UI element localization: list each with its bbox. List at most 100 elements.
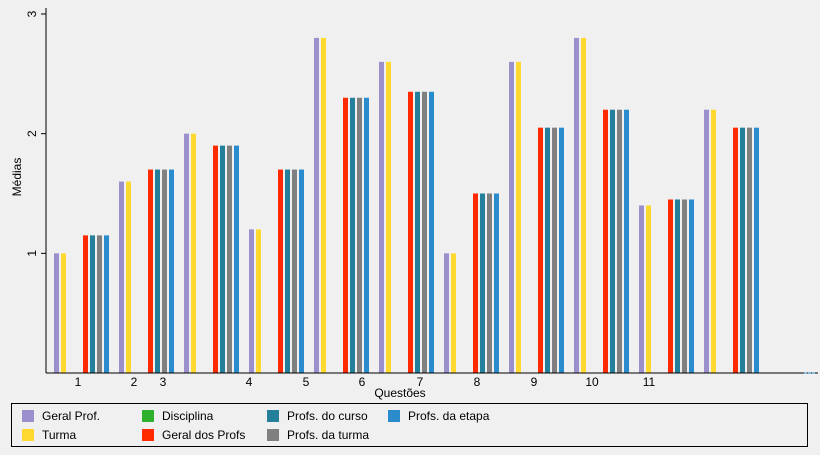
bar — [54, 253, 59, 373]
bar — [299, 169, 304, 373]
bar — [83, 235, 88, 373]
legend-label: Geral Prof. — [42, 409, 101, 423]
bar — [747, 127, 752, 373]
bar — [646, 205, 651, 373]
legend-item: Geral dos Profs — [142, 428, 245, 442]
y-tick-label: 1 — [25, 250, 39, 257]
bar — [357, 97, 362, 374]
bar — [343, 97, 348, 374]
bar — [386, 61, 391, 374]
legend-item: Disciplina — [142, 409, 213, 423]
bar — [675, 199, 680, 373]
bar — [610, 109, 615, 373]
legend-swatch — [142, 410, 154, 422]
bar — [733, 127, 738, 373]
bar — [234, 145, 239, 373]
bar — [119, 181, 124, 373]
legend-item: Profs. do curso — [267, 409, 368, 423]
bar — [689, 199, 694, 373]
x-tick-label: 11 — [643, 375, 656, 389]
bar — [480, 193, 485, 373]
bar — [552, 127, 557, 373]
bar — [603, 109, 608, 373]
bar — [509, 61, 514, 374]
x-tick-label: 9 — [531, 375, 538, 389]
bar — [754, 127, 759, 373]
x-tick-label: 7 — [417, 375, 424, 389]
bar — [408, 91, 413, 373]
bar — [285, 169, 290, 373]
legend-label: Disciplina — [162, 409, 214, 423]
bar — [704, 109, 709, 373]
bar — [292, 169, 297, 373]
bar — [249, 229, 254, 373]
bar — [473, 193, 478, 373]
bar — [350, 97, 355, 374]
bar — [169, 169, 174, 373]
bar — [278, 169, 283, 373]
legend-label: Turma — [42, 428, 77, 442]
bar — [162, 169, 167, 373]
bar — [90, 235, 95, 373]
legend-label: Profs. da etapa — [408, 409, 490, 423]
bar — [559, 127, 564, 373]
bar — [429, 91, 434, 373]
y-tick-label: 2 — [25, 130, 39, 137]
legend-item: Turma — [22, 428, 76, 442]
bar — [711, 109, 716, 373]
legend: Geral Prof. Turma Disciplina Geral dos Prof… — [11, 403, 808, 447]
bar — [494, 193, 499, 373]
bar — [155, 169, 160, 373]
bar — [639, 205, 644, 373]
bar — [422, 91, 427, 373]
bar — [104, 235, 109, 373]
bar — [415, 91, 420, 373]
bar — [148, 169, 153, 373]
bar — [256, 229, 261, 373]
x-tick-label: 1 — [75, 375, 82, 389]
bar — [364, 97, 369, 374]
bar — [682, 199, 687, 373]
bar — [321, 37, 326, 374]
bar — [545, 127, 550, 373]
bar — [740, 127, 745, 373]
bar — [617, 109, 622, 373]
bar — [126, 181, 131, 373]
bar — [444, 253, 449, 373]
chart: 1 2 3 1 2 3 4 5 6 7 8 9 10 11 Médias Questões — [10, 8, 818, 400]
x-axis-label: Questões — [374, 386, 425, 400]
legend-item: Geral Prof. — [22, 409, 100, 423]
y-axis-label: Médias — [10, 158, 24, 197]
bar — [191, 133, 196, 373]
bar — [213, 145, 218, 373]
x-tick-label: 5 — [303, 375, 310, 389]
bar — [61, 253, 66, 373]
legend-item: Profs. da etapa — [388, 409, 489, 423]
bar — [97, 235, 102, 373]
x-tick-label: 3 — [160, 375, 167, 389]
bar — [184, 133, 189, 373]
legend-swatch — [22, 429, 34, 441]
legend-label: Profs. do curso — [287, 409, 368, 423]
bar — [451, 253, 456, 373]
x-tick-label: 4 — [246, 375, 253, 389]
bar — [574, 37, 579, 374]
legend-swatch — [267, 429, 279, 441]
legend-label: Profs. da turma — [287, 428, 370, 442]
bar — [516, 61, 521, 374]
bar — [379, 61, 384, 374]
y-tick-label: 3 — [25, 10, 39, 17]
legend-label: Geral dos Profs — [162, 428, 246, 442]
x-tick-label: 10 — [585, 375, 599, 389]
bar-chart: 1 2 3 1 2 3 4 5 6 7 8 9 10 11 Médias Questões — [10, 8, 818, 400]
legend-item: Profs. da turma — [267, 428, 369, 442]
bar — [220, 145, 225, 373]
bar — [668, 199, 673, 373]
legend-swatch — [267, 410, 279, 422]
x-tick-label: 6 — [359, 375, 366, 389]
x-tick-label: 8 — [474, 375, 481, 389]
legend-swatch — [22, 410, 34, 422]
x-tick-label: 2 — [131, 375, 138, 389]
legend-swatch — [142, 429, 154, 441]
bar — [581, 37, 586, 374]
